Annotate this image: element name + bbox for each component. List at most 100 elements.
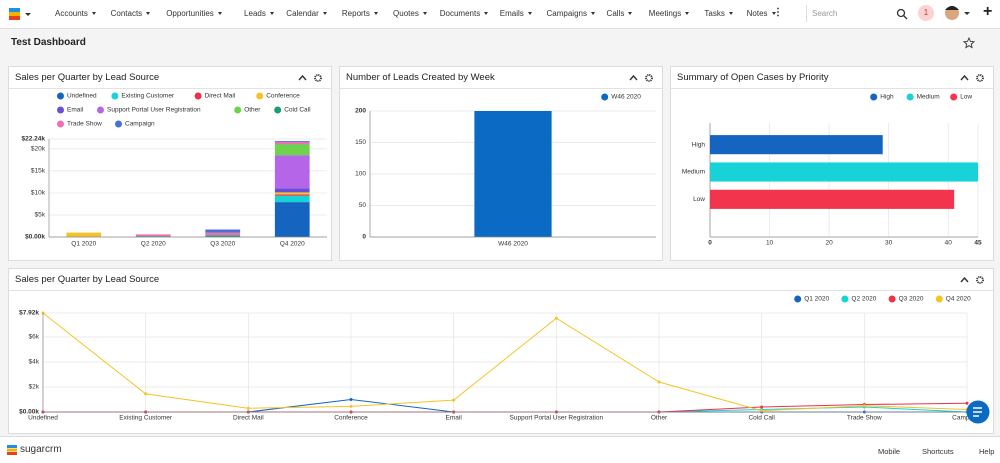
- nav-item[interactable]: Meetings: [649, 9, 689, 18]
- x-tick-label: Conference: [334, 415, 368, 422]
- legend-label: Undefined: [67, 93, 97, 100]
- legend-label: Q3 2020: [899, 296, 924, 303]
- y-tick-label: 50: [359, 202, 367, 209]
- collapse-icon[interactable]: [961, 76, 968, 80]
- nav-item[interactable]: Reports: [342, 9, 378, 18]
- nav-item[interactable]: Campaigns: [547, 9, 595, 18]
- quick-create[interactable]: +: [983, 3, 992, 21]
- legend-label: Q4 2020: [946, 296, 971, 303]
- point: [760, 406, 763, 409]
- dashlet-title: Summary of Open Cases by Priority: [677, 72, 829, 83]
- app-logo[interactable]: [8, 6, 34, 22]
- point: [863, 404, 866, 407]
- legend-swatch: [256, 93, 263, 100]
- x-tick-label: 10: [766, 240, 774, 247]
- x-tick-label: Direct Mail: [233, 415, 264, 422]
- logo-part: [7, 449, 17, 452]
- bar: [66, 233, 101, 237]
- x-tick-label: Trade Show: [847, 415, 882, 422]
- y-tick-label: $5k: [35, 212, 46, 219]
- bar: [710, 190, 954, 209]
- x-tick-label: Q2 2020: [141, 241, 166, 248]
- y-tick-label: $4k: [29, 359, 40, 366]
- legend-label: Trade Show: [67, 121, 102, 128]
- dashlet-controls: [959, 274, 989, 286]
- dashlet-title: Sales per Quarter by Lead Source: [15, 274, 159, 285]
- legend-swatch: [841, 296, 848, 303]
- settings-icon[interactable]: [977, 277, 983, 283]
- x-tick-label: Existing Customer: [119, 415, 173, 422]
- y-tick-label: 200: [355, 108, 366, 115]
- footer-link[interactable]: Mobile: [878, 447, 900, 456]
- brand-name: sugarcrm: [20, 444, 62, 455]
- y-tick-label: $6k: [29, 334, 40, 341]
- bar: [205, 233, 240, 236]
- collapse-icon[interactable]: [299, 76, 306, 80]
- nav-item[interactable]: Accounts: [55, 9, 96, 18]
- point: [658, 381, 661, 384]
- x-tick-label: Email: [446, 415, 463, 422]
- dashlet: Sales per Quarter by Lead Source Undefine…: [8, 66, 332, 261]
- user-avatar[interactable]: [944, 5, 974, 23]
- y-tick-label: Low: [693, 196, 705, 203]
- footer: sugarcrm Mobile Shortcuts Help: [0, 436, 1000, 463]
- legend-label: Direct Mail: [205, 93, 236, 100]
- floating-action-button[interactable]: [966, 400, 990, 424]
- nav-item[interactable]: Tasks: [704, 9, 732, 18]
- y-tick-label: $22.24k: [22, 136, 46, 143]
- nav-item[interactable]: Quotes: [393, 9, 427, 18]
- more-menu[interactable]: ⋮: [773, 7, 783, 18]
- footer-link[interactable]: Help: [979, 447, 994, 456]
- nav-item[interactable]: Documents: [440, 9, 488, 18]
- x-tick-label: Q4 2020: [280, 241, 305, 248]
- y-tick-label: 150: [355, 139, 366, 146]
- collapse-icon[interactable]: [961, 278, 968, 282]
- footer-link[interactable]: Shortcuts: [922, 447, 954, 456]
- chart: W46 2020050100150200W46 2020: [340, 89, 662, 260]
- point: [452, 399, 455, 402]
- dashlet-header: Sales per Quarter by Lead Source: [9, 67, 331, 89]
- nav-item[interactable]: Calendar: [286, 9, 326, 18]
- collapse-icon[interactable]: [630, 76, 637, 80]
- favorite-star[interactable]: [963, 37, 975, 49]
- x-tick-label: Undefined: [28, 415, 58, 422]
- settings-icon[interactable]: [646, 75, 652, 81]
- nav-item[interactable]: Opportunities: [166, 9, 222, 18]
- bar: [275, 145, 310, 156]
- search-handle: [904, 16, 908, 20]
- legend-label: Low: [960, 94, 972, 101]
- nav-item[interactable]: Emails: [500, 9, 532, 18]
- legend-swatch: [57, 107, 64, 114]
- legend-swatch: [794, 296, 801, 303]
- point: [144, 392, 147, 395]
- caret: [964, 12, 970, 15]
- dashlet-controls: [297, 72, 327, 84]
- legend-swatch: [57, 121, 64, 128]
- dashlet: Summary of Open Cases by PriorityHighMed…: [670, 66, 994, 261]
- nav-item[interactable]: Notes: [747, 9, 776, 18]
- settings-icon[interactable]: [977, 75, 983, 81]
- bar: [275, 202, 310, 237]
- bar: [710, 135, 883, 154]
- legend-swatch: [936, 296, 943, 303]
- legend-swatch: [889, 296, 896, 303]
- avatar-hair: [945, 6, 959, 10]
- star: [964, 38, 974, 48]
- legend-swatch: [57, 93, 64, 100]
- x-tick-label: 20: [825, 240, 833, 247]
- dashlet-title: Number of Leads Created by Week: [346, 72, 495, 83]
- nav-item[interactable]: Calls: [607, 9, 633, 18]
- settings-icon[interactable]: [315, 75, 321, 81]
- nav-item[interactable]: Contacts: [111, 9, 151, 18]
- legend-label: Q1 2020: [804, 296, 829, 303]
- legend-swatch: [234, 107, 241, 114]
- x-tick-label: Cold Call: [748, 415, 775, 422]
- notification-badge[interactable]: 1: [918, 5, 934, 21]
- logo-part: [7, 452, 17, 455]
- dashlet-header: Number of Leads Created by Week: [340, 67, 662, 89]
- y-tick-label: $10k: [31, 190, 46, 197]
- y-tick-label: Medium: [682, 169, 705, 176]
- search-icon[interactable]: [896, 8, 908, 20]
- nav-item[interactable]: Leads: [244, 9, 274, 18]
- legend-swatch: [601, 94, 608, 101]
